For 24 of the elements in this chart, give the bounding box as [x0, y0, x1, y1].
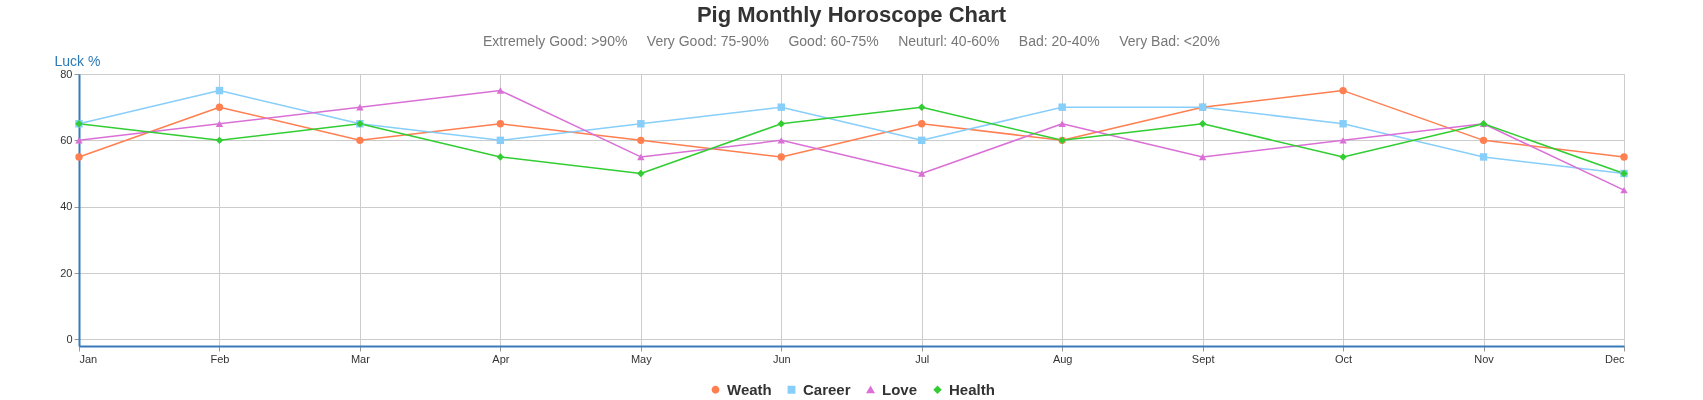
x-tick-label: Jun: [772, 352, 791, 365]
x-tick-label: Jul: [915, 352, 930, 365]
y-tick-label: 20: [60, 266, 73, 279]
chart-title: Pig Monthly Horoscope Chart: [696, 2, 1007, 27]
legend-label: Health: [949, 380, 995, 398]
y-tick-label: 0: [66, 332, 73, 345]
x-tick-label: Feb: [210, 352, 230, 365]
x-tick-label: May: [630, 352, 653, 365]
x-tick-label: Dec: [1604, 352, 1625, 365]
x-tick-label: Mar: [350, 352, 371, 365]
y-tick-label: 40: [60, 200, 73, 213]
x-tick-label: Nov: [1474, 352, 1495, 365]
y-tick-label: 60: [60, 133, 73, 146]
y-axis-title: Luck %: [54, 52, 101, 69]
x-tick-label: Oct: [1335, 352, 1353, 365]
x-tick-label: Aug: [1052, 352, 1073, 365]
x-tick-label: Jan: [79, 352, 98, 365]
legend-label: Love: [882, 380, 918, 398]
y-tick-label: 80: [60, 67, 73, 80]
x-tick-label: Sept: [1191, 352, 1215, 365]
legend-label: Career: [803, 380, 851, 398]
x-tick-label: Apr: [492, 352, 510, 365]
chart-subtitle: Extremely Good: >90% Very Good: 75-90% Good: 60-75% Neuturl: 40-60% Bad: 20-40% Very Bad: <20%: [483, 33, 1220, 49]
legend-label: Weath: [727, 380, 772, 398]
